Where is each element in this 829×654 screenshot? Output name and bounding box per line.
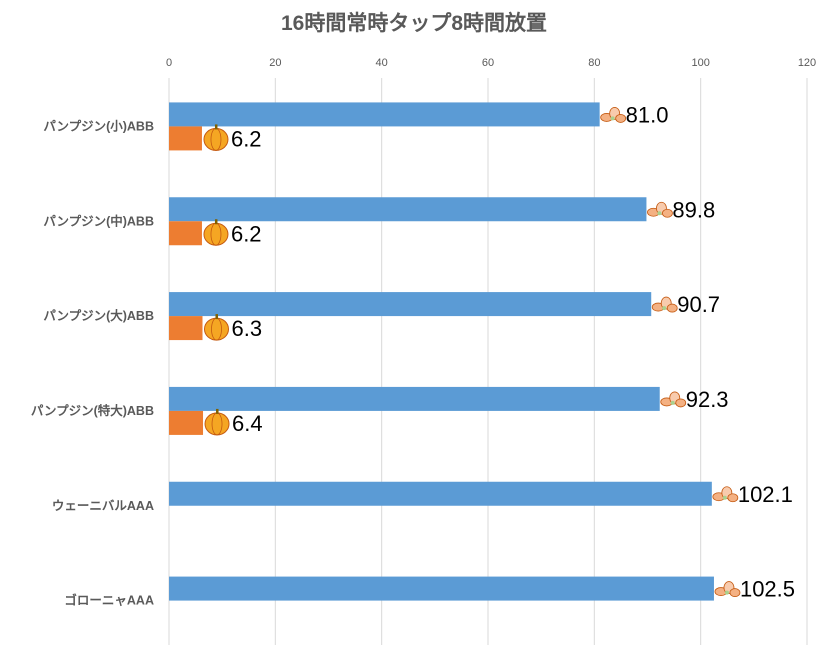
data-label: 6.4 [232,411,263,436]
data-label: 102.1 [738,482,793,507]
pumpkin-body [203,317,229,341]
ginger-part [675,398,687,408]
x-tick-label: 20 [269,57,281,69]
ginger-part [727,493,739,503]
pumpkin-icon [203,124,229,151]
data-label: 90.7 [677,292,720,317]
ginger-icon [651,296,678,313]
data-label: 102.5 [740,577,795,602]
ginger-part [610,116,615,121]
bar-pumpkin [169,221,202,246]
data-label: 89.8 [672,197,715,222]
pumpkin-body [203,222,229,246]
category-label: パンプジン(中)ABB [43,213,154,228]
category-label: パンプジン(大)ABB [43,308,154,323]
pumpkin-body [204,412,230,436]
ginger-part [662,306,667,311]
x-tick-label: 60 [482,57,494,69]
bar-ginger [169,576,714,601]
data-label: 81.0 [626,102,669,127]
x-tick-label: 80 [588,57,600,69]
x-tick-label: 40 [376,57,388,69]
bar-ginger [169,481,712,506]
ginger-part [615,114,627,123]
pumpkin-stem [214,219,218,225]
pumpkin-icon [203,314,229,341]
category-label: パンプジン(特大)ABB [31,403,154,418]
pumpkin-stem [215,314,218,320]
ginger-icon [714,581,741,597]
ginger-part [662,208,673,218]
x-tick-label: 0 [166,57,172,69]
data-label: 92.3 [686,387,729,412]
ginger-part [670,400,675,405]
bar-ginger [169,197,647,222]
ginger-icon [660,391,687,408]
pumpkin-icon [204,408,230,436]
ginger-part [657,211,662,216]
ginger-part [724,590,729,595]
bar-ginger [169,292,652,317]
ginger-part [729,588,741,597]
ginger-icon [647,201,673,218]
ginger-part [722,495,727,500]
ginger-part [666,303,678,313]
bar-pumpkin [169,316,203,341]
x-tick-label: 120 [798,57,816,69]
pumpkin-body [203,127,229,151]
ginger-icon [600,107,627,123]
data-label: 6.2 [231,221,262,246]
data-label: 6.3 [231,316,262,341]
bar-pumpkin [169,126,202,151]
pumpkin-stem [214,124,218,130]
bar-ginger [169,386,660,411]
bar-pumpkin [169,410,204,435]
pumpkin-icon [203,219,229,246]
x-tick-label: 100 [691,57,709,69]
category-label: ゴローニャAAA [64,593,154,608]
category-label: ウェーニバルAAA [52,499,154,513]
chart-title: 16時間常時タップ8時間放置 [281,11,547,35]
data-label: 6.2 [231,126,262,151]
ginger-icon [712,486,739,503]
category-label: パンプジン(小)ABB [43,118,154,133]
pumpkin-stem [216,408,219,414]
bar-ginger [169,102,600,127]
